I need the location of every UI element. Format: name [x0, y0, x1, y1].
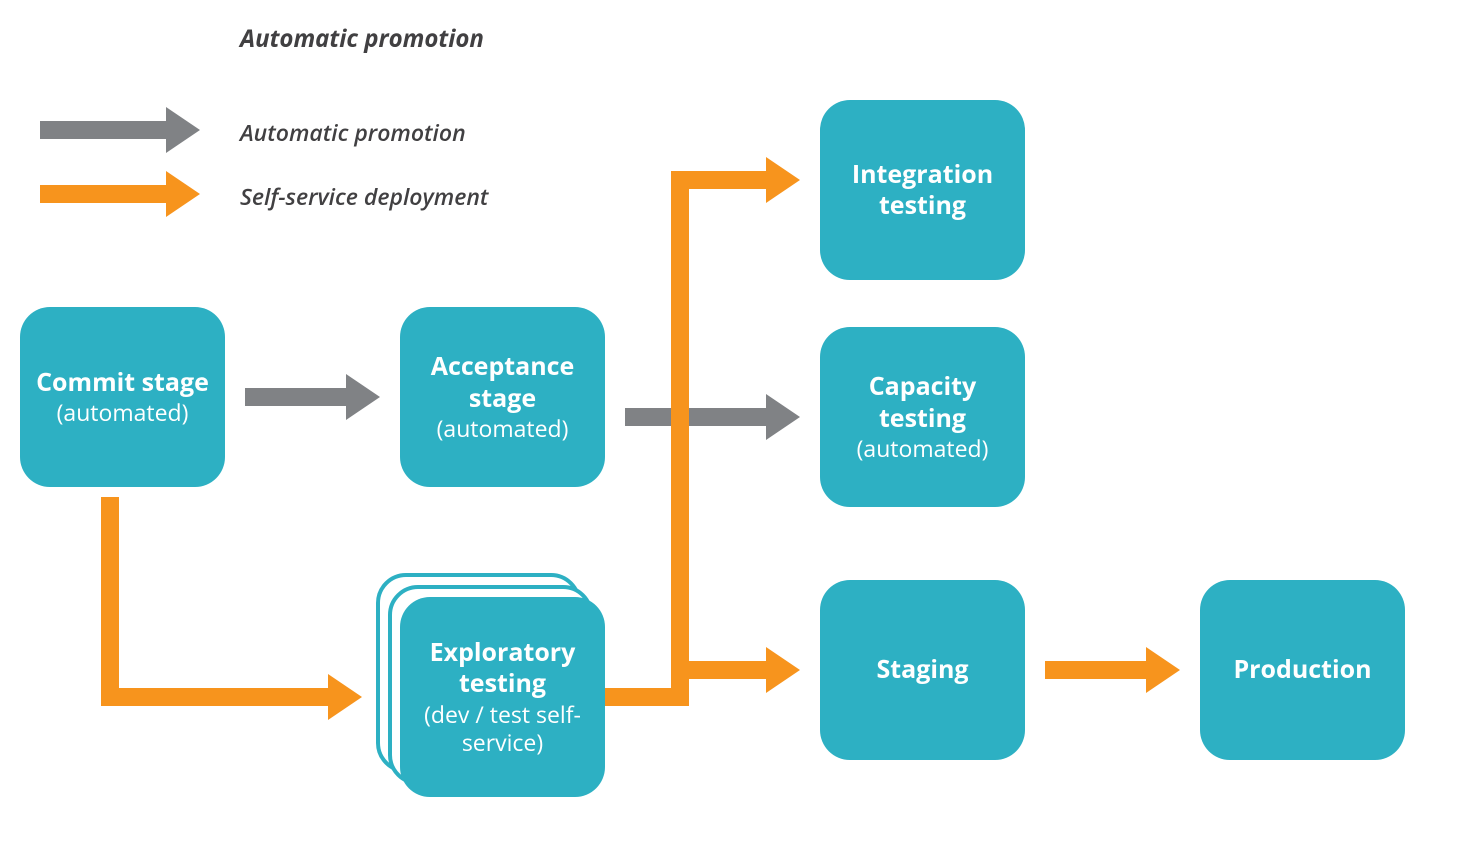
edge-4-shaft	[1045, 661, 1146, 679]
edge-3-h-top	[671, 171, 766, 189]
node-integration: Integration testing	[820, 100, 1025, 280]
node-commit: Commit stage (automated)	[20, 307, 225, 487]
node-title: Capacity testing	[832, 371, 1013, 434]
node-title: Integration testing	[832, 159, 1013, 222]
legend-arrow-0-head	[166, 107, 200, 153]
node-title: Commit stage	[36, 367, 209, 398]
edge-2-h	[101, 688, 328, 706]
legend-arrow-1-head	[166, 171, 200, 217]
legend-arrow-1-shaft	[40, 185, 166, 203]
edge-3-v	[671, 171, 689, 706]
edge-3-head-b0	[766, 647, 800, 693]
edge-3-lead	[605, 688, 689, 706]
node-subtitle: (automated)	[57, 398, 189, 427]
edge-2-v	[101, 497, 119, 706]
diagram-heading: Automatic promotion	[240, 22, 484, 55]
legend-label-self: Self-service deployment	[240, 180, 488, 212]
node-exploratory: Exploratory testing (dev / test self-ser…	[400, 597, 605, 797]
edge-2-head	[328, 674, 362, 720]
node-acceptance: Acceptance stage (automated)	[400, 307, 605, 487]
node-title: Production	[1233, 654, 1371, 685]
legend-label-auto: Automatic promotion	[240, 116, 466, 148]
node-title: Exploratory testing	[412, 637, 593, 700]
node-production: Production	[1200, 580, 1405, 760]
edge-3-head-top	[766, 157, 800, 203]
node-subtitle: (automated)	[437, 414, 569, 443]
edge-0-head	[346, 374, 380, 420]
node-capacity: Capacity testing (automated)	[820, 327, 1025, 507]
edge-0-shaft	[245, 388, 346, 406]
node-title: Staging	[876, 654, 968, 685]
node-subtitle: (automated)	[857, 434, 989, 463]
legend-arrow-0-shaft	[40, 121, 166, 139]
node-title: Acceptance stage	[412, 351, 593, 414]
node-staging: Staging	[820, 580, 1025, 760]
edge-3-h-b0	[671, 661, 766, 679]
edge-1-shaft	[625, 408, 766, 426]
edge-4-head	[1146, 647, 1180, 693]
node-subtitle: (dev / test self-service)	[412, 700, 593, 758]
edge-1-head	[766, 394, 800, 440]
